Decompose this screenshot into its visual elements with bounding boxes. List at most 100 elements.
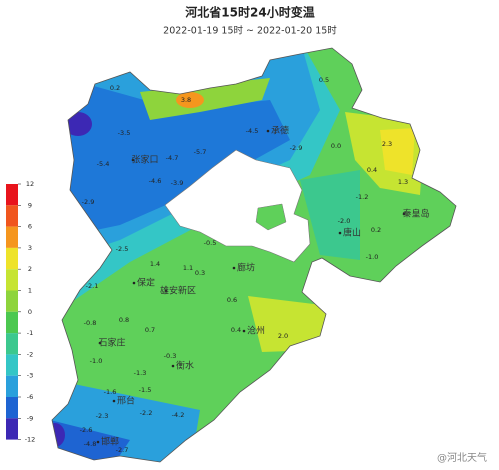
station-value: 0.2 — [371, 226, 381, 234]
legend-swatch — [6, 184, 18, 206]
legend-swatch — [6, 205, 18, 227]
station-value: -1.0 — [366, 253, 379, 261]
station-value: 0.2 — [110, 84, 120, 92]
station-value: 0.8 — [119, 316, 129, 324]
station-value: -1.5 — [139, 386, 152, 394]
station-value: -4.5 — [246, 127, 259, 135]
legend-swatch — [6, 375, 18, 397]
station-value: -3.5 — [118, 129, 131, 137]
city-dot — [131, 158, 135, 162]
city-name: 雄安新区 — [160, 285, 196, 297]
city-name: 沧州 — [247, 325, 265, 337]
station-value: -2.7 — [116, 446, 129, 454]
legend-swatch — [6, 269, 18, 291]
station-value: -1.3 — [134, 369, 147, 377]
city-dot — [164, 289, 168, 293]
station-value: 2.3 — [382, 140, 392, 148]
station-value: 1.4 — [150, 260, 160, 268]
city-dot — [132, 281, 136, 285]
enclave — [255, 203, 287, 231]
city-name: 张家口 — [131, 154, 158, 166]
legend-label: 1 — [28, 287, 32, 295]
legend-label: -6 — [27, 393, 33, 401]
station-value: -2.0 — [338, 217, 351, 225]
station-value: -2.6 — [80, 426, 93, 434]
station-value: 1.1 — [183, 264, 193, 272]
legend-label: -1 — [27, 329, 33, 337]
station-value: -4.7 — [166, 154, 179, 162]
legend-swatch — [6, 354, 18, 376]
station-value: -3.9 — [171, 179, 184, 187]
station-value: 0.7 — [145, 326, 155, 334]
station-value: 0.4 — [231, 326, 241, 334]
legend-label: 2 — [28, 265, 32, 273]
station-value: -0.5 — [204, 239, 217, 247]
station-value: -2.1 — [86, 282, 99, 290]
legend-swatch — [6, 397, 18, 419]
legend: 12 9 6 3 2 1 0 -1 -2 -3 -6 -9 -12 — [6, 180, 35, 444]
city-name: 承德 — [271, 125, 289, 137]
legend-swatch — [6, 418, 18, 440]
city-name: 秦皇岛 — [402, 208, 429, 220]
city-dot — [266, 129, 270, 133]
station-value: 3.8 — [181, 96, 191, 104]
city-name: 衡水 — [176, 360, 194, 372]
city-dot — [242, 329, 246, 333]
station-value: -5.4 — [97, 160, 110, 168]
legend-label: 3 — [28, 244, 32, 252]
legend-label: -12 — [25, 436, 36, 444]
city-dot — [98, 341, 102, 345]
station-value: -1.6 — [104, 388, 117, 396]
station-value: -2.9 — [82, 198, 95, 206]
legend-swatch — [6, 226, 18, 248]
legend-swatch — [6, 247, 18, 270]
city-name: 唐山 — [343, 227, 361, 239]
station-value: -2.9 — [290, 144, 303, 152]
city-dot — [232, 266, 236, 270]
city-dot — [112, 399, 116, 403]
station-values: 0.2 3.8 0.5 -3.5 -4.5 -2.9 -5.4 -4.7 -4.6 -3.9 -5.… — [80, 76, 409, 454]
station-value: 0.0 — [331, 142, 341, 150]
station-value: -5.7 — [194, 148, 207, 156]
legend-label: 9 — [28, 201, 32, 209]
city-name: 廊坊 — [237, 262, 255, 274]
station-value: 0.5 — [319, 76, 329, 84]
legend-label: -9 — [27, 414, 33, 422]
city-dot — [171, 364, 175, 368]
station-value: 1.3 — [398, 178, 408, 186]
province-border — [51, 47, 457, 463]
station-value: 2.0 — [278, 332, 288, 340]
station-value: -0.8 — [84, 319, 97, 327]
legend-swatch — [6, 333, 18, 355]
station-value: 0.6 — [227, 296, 237, 304]
city-name: 邯郸 — [101, 436, 119, 448]
legend-label: -3 — [27, 372, 33, 380]
station-value: -4.6 — [149, 177, 162, 185]
legend-label: -2 — [27, 350, 33, 358]
station-value: -1.2 — [356, 193, 369, 201]
station-value: -4.2 — [172, 411, 185, 419]
city-name: 保定 — [137, 277, 155, 289]
city-dot — [402, 212, 406, 216]
station-value: -1.0 — [90, 357, 103, 365]
subtitle: 2022-01-19 15时 ~ 2022-01-20 15时 — [163, 25, 337, 37]
station-value: -0.3 — [164, 352, 177, 360]
legend-label: 0 — [28, 308, 32, 316]
station-value: 0.4 — [367, 166, 377, 174]
legend-label: 12 — [26, 180, 34, 188]
beijing-tianjin-area — [164, 149, 311, 263]
watermark: @河北天气 — [437, 451, 487, 464]
city-name: 邢台 — [117, 395, 135, 407]
city-dot — [338, 231, 342, 235]
station-value: -2.2 — [140, 409, 153, 417]
legend-swatch — [6, 290, 18, 312]
station-value: -2.5 — [116, 245, 129, 253]
city-dot — [96, 440, 100, 444]
station-value: -2.3 — [96, 412, 109, 420]
station-value: 0.3 — [195, 269, 205, 277]
title: 河北省15时24小时变温 — [184, 5, 314, 20]
city-name: 石家庄 — [98, 337, 125, 349]
legend-label: 6 — [28, 223, 32, 231]
